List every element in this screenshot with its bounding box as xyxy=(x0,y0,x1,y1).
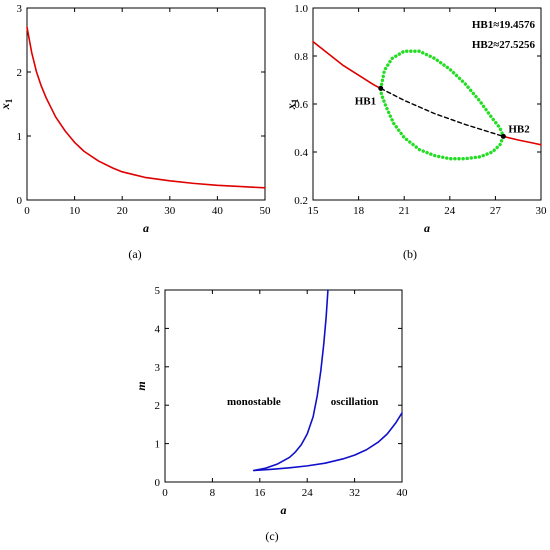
point-hb2 xyxy=(500,133,506,139)
x-axis-label: a xyxy=(281,503,287,517)
plot-frame xyxy=(312,7,542,201)
y-tick-label: 2 xyxy=(17,67,23,79)
y-axis-label: x1 xyxy=(284,98,300,110)
x-tick-label: 16 xyxy=(254,487,266,499)
panel-label: (c) xyxy=(265,529,278,543)
annotation-2: HB2≈27.5256 xyxy=(472,39,536,51)
y-axis-label-subscript: 1 xyxy=(4,98,14,103)
x-tick-label: 20 xyxy=(117,205,129,217)
x-tick-label: 30 xyxy=(164,205,176,217)
x-tick-label: 50 xyxy=(260,205,272,217)
y-tick-label: 0 xyxy=(155,477,161,489)
x-tick-label: 0 xyxy=(24,205,30,217)
y-tick-label: 5 xyxy=(155,285,161,297)
x-tick-label: 30 xyxy=(536,205,548,217)
x-tick-label: 21 xyxy=(399,205,410,217)
x-tick-label: 0 xyxy=(162,487,168,499)
point-label-hb2: HB2 xyxy=(508,123,530,135)
y-tick-label: 1.0 xyxy=(294,3,308,15)
series-line-1 xyxy=(380,87,505,138)
panel-c: 0 8 16 24 32 40 0 1 2 3 4 5 a m monostable oscillation (… xyxy=(134,285,408,543)
y-tick-label: 1 xyxy=(155,439,161,451)
y-tick-label: 0.8 xyxy=(294,51,308,63)
y-tick-label: 3 xyxy=(155,362,161,374)
region-label-monostable: monostable xyxy=(227,396,281,408)
panel-label: (a) xyxy=(128,247,141,261)
y-tick-label: 2 xyxy=(155,400,161,412)
panel-b: 15 18 21 24 27 30 0.2 0.4 0.6 0.8 1.0 a x1 HB1 HB2 HB1≈… xyxy=(284,3,547,261)
series-line-0 xyxy=(312,40,382,90)
y-axis-label: m xyxy=(134,381,148,390)
x-tick-label: 15 xyxy=(308,205,320,217)
y-tick-label: 0.4 xyxy=(294,147,308,159)
x-tick-label: 27 xyxy=(490,205,502,217)
y-tick-label: 0.2 xyxy=(294,195,308,207)
panel-label: (b) xyxy=(403,247,417,261)
y-tick-label: 4 xyxy=(155,323,161,335)
y-tick-label: 1 xyxy=(17,131,23,143)
series-line-3 xyxy=(379,49,506,161)
y-tick-label: 0.6 xyxy=(294,99,308,111)
series-line-1 xyxy=(253,412,403,472)
panel-a: 0 10 20 30 40 50 0 1 2 3 a x1 (a) xyxy=(0,3,271,261)
x-tick-label: 40 xyxy=(212,205,224,217)
x-axis-label: a xyxy=(424,221,430,235)
x-axis-label: a xyxy=(143,221,149,235)
plot-frame xyxy=(26,7,266,201)
x-tick-label: 8 xyxy=(210,487,216,499)
x-tick-label: 10 xyxy=(69,205,81,217)
x-tick-label: 24 xyxy=(444,205,456,217)
region-label-oscillation: oscillation xyxy=(331,396,379,408)
annotation-1: HB1≈19.4576 xyxy=(472,19,536,31)
y-axis-label-subscript: 1 xyxy=(290,98,300,103)
series-line-0 xyxy=(26,26,266,189)
series-line-0 xyxy=(253,289,329,472)
y-tick-label: 0 xyxy=(17,195,23,207)
point-label-hb1: HB1 xyxy=(355,95,376,107)
y-axis-label: x1 xyxy=(0,98,14,110)
x-tick-label: 40 xyxy=(397,487,409,499)
x-tick-label: 32 xyxy=(349,487,360,499)
x-tick-label: 18 xyxy=(353,205,365,217)
point-hb1 xyxy=(378,85,384,91)
x-tick-label: 24 xyxy=(302,487,314,499)
series-line-2 xyxy=(502,135,542,146)
plot-frame xyxy=(164,289,403,483)
y-tick-label: 3 xyxy=(17,3,23,15)
